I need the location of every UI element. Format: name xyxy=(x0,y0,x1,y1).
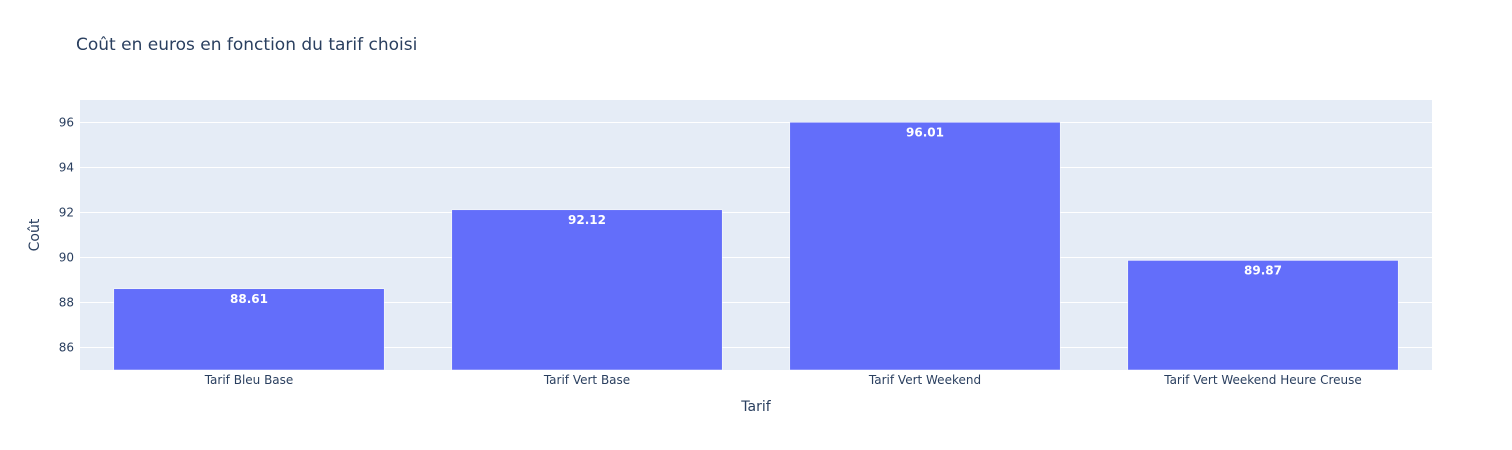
data-label-3: 89.87 xyxy=(1244,263,1282,277)
bar-3 xyxy=(1127,260,1399,371)
data-label-0: 88.61 xyxy=(230,292,268,306)
y-axis-title: Coût xyxy=(27,218,43,251)
data-labels: 88.61 92.12 96.01 89.87 xyxy=(230,125,1282,306)
x-tick-label: Tarif Vert Weekend xyxy=(868,373,981,387)
y-tick-label: 94 xyxy=(59,161,74,175)
y-tick-label: 86 xyxy=(59,341,74,355)
y-tick-label: 88 xyxy=(59,296,74,310)
y-axis-ticks: 86 88 90 92 94 96 xyxy=(59,116,74,355)
y-tick-label: 90 xyxy=(59,251,74,265)
x-axis-ticks: Tarif Bleu Base Tarif Vert Base Tarif Vert… xyxy=(204,373,1362,387)
x-tick-label: Tarif Vert Base xyxy=(543,373,630,387)
y-tick-label: 96 xyxy=(59,116,74,130)
data-label-1: 92.12 xyxy=(568,213,606,227)
chart-title: Coût en euros en fonction du tarif chois… xyxy=(76,35,417,55)
x-axis-title: Tarif xyxy=(740,399,771,415)
bars xyxy=(113,122,1399,371)
x-tick-label: Tarif Bleu Base xyxy=(204,373,294,387)
bar-0 xyxy=(113,288,385,371)
x-tick-label: Tarif Vert Weekend Heure Creuse xyxy=(1163,373,1362,387)
bar-1 xyxy=(451,209,723,371)
bar-2 xyxy=(789,122,1061,371)
y-tick-label: 92 xyxy=(59,206,74,220)
data-label-2: 96.01 xyxy=(906,125,944,139)
